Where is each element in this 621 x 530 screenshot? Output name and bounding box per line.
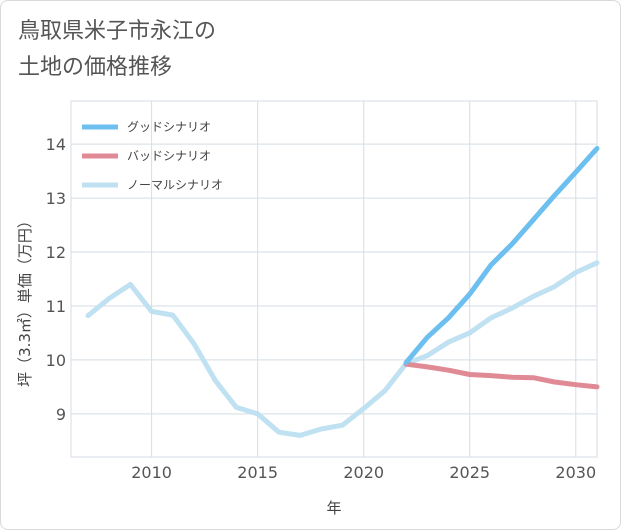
y-tick-label-10: 10 xyxy=(46,351,66,370)
x-axis-label: 年 xyxy=(326,499,341,517)
grid-lines xyxy=(71,101,597,457)
x-tick-label-2010: 2010 xyxy=(131,463,172,482)
legend-label-3: ノーマルシナリオ xyxy=(127,178,223,192)
legend-label-1: グッドシナリオ xyxy=(127,120,211,134)
series-lines xyxy=(85,146,600,438)
plot-area xyxy=(70,100,598,458)
x-tick-label-2030: 2030 xyxy=(555,463,596,482)
x-tick-label-2015: 2015 xyxy=(237,463,278,482)
y-axis-label: 坪（3.3㎡）単価（万円） xyxy=(16,213,34,387)
series-line-1 xyxy=(403,146,600,366)
chart-title: 鳥取県米子市永江の 土地の価格推移 xyxy=(18,19,217,80)
y-tick-label-12: 12 xyxy=(46,243,66,262)
x-tick-label-2025: 2025 xyxy=(449,463,490,482)
series-line-2 xyxy=(403,361,600,390)
tick-labels: 2010 2015 2020 2025 2030 9 10 11 12 13 14 xyxy=(46,135,597,482)
y-tick-label-11: 11 xyxy=(46,297,66,316)
y-tick-label-14: 14 xyxy=(46,135,66,154)
y-tick-label-13: 13 xyxy=(46,189,66,208)
x-tick-label-2020: 2020 xyxy=(343,463,384,482)
series-line-3 xyxy=(85,260,600,438)
y-tick-label-9: 9 xyxy=(56,405,66,424)
legend-label-2: バッドシナリオ xyxy=(127,149,211,163)
